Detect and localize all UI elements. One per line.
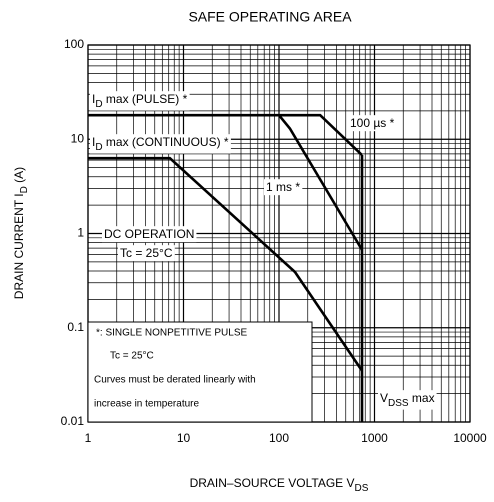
x-axis-label-sub: DS: [355, 483, 369, 494]
y-axis-label-main: DRAIN CURRENT I: [12, 193, 26, 299]
annotation: Tc = 25°C: [120, 246, 173, 260]
y-axis-label: DRAIN CURRENT ID (A): [12, 167, 29, 299]
y-tick-label: 0.1: [67, 320, 84, 334]
curve: [88, 156, 364, 372]
annotation-bg: [102, 226, 197, 243]
y-axis-label-rest: (A): [12, 167, 26, 186]
annotation: DC OPERATION: [104, 227, 194, 241]
annotation-sub: DSS: [388, 398, 409, 409]
annotation: ID max (CONTINUOUS) *: [92, 135, 229, 152]
note-text: *: SINGLE NONPETITIVE PULSE: [96, 328, 247, 339]
annotation: 100 µs *: [350, 116, 395, 130]
annotation-bg: [90, 134, 231, 154]
note-text: Curves must be derated linearly with: [94, 375, 256, 386]
annotation-main: I: [92, 92, 95, 106]
x-tick-label: 10: [177, 431, 191, 445]
annotation: 1 ms *: [266, 180, 300, 194]
y-tick-label: 100: [64, 37, 84, 51]
annotation-rest: max (PULSE) *: [103, 92, 188, 106]
annotation-sub: D: [95, 142, 102, 153]
x-tick-label: 1000: [361, 431, 388, 445]
note-text: Tc = 25°C: [110, 351, 154, 362]
annotation-main: V: [380, 391, 388, 405]
chart-title: SAFE OPERATING AREA: [188, 9, 352, 25]
annotation-main: 100 µs *: [350, 116, 395, 130]
annotation-bg: [378, 390, 437, 410]
annotation-main: 1 ms *: [266, 180, 300, 194]
annotation: VDSS max: [380, 391, 435, 408]
annotation-main: Tc = 25°C: [120, 246, 173, 260]
x-tick-label: 1: [85, 431, 92, 445]
annotation-bg: [118, 245, 175, 262]
annotation-main: DC OPERATION: [104, 227, 194, 241]
annotation: ID max (PULSE) *: [92, 92, 188, 109]
note-box: [87, 321, 313, 423]
curve: [88, 113, 363, 156]
annotation-bg: [264, 179, 303, 196]
y-axis-label-sub: D: [19, 186, 30, 193]
y-tick-label: 1: [77, 226, 84, 240]
annotation-rest: max (CONTINUOUS) *: [103, 135, 229, 149]
x-axis-label: DRAIN–SOURCE VOLTAGE VDS: [190, 476, 369, 493]
note-text: increase in temperature: [94, 399, 199, 410]
annotation-bg: [90, 91, 190, 111]
annotation-sub: D: [95, 99, 102, 110]
x-tick-label: 10000: [453, 431, 487, 445]
annotation-bg: [348, 115, 397, 132]
annotation-main: I: [92, 135, 95, 149]
y-tick-label: 0.01: [61, 414, 85, 428]
y-tick-label: 10: [71, 131, 85, 145]
annotation-rest: max: [409, 391, 435, 405]
curve: [277, 114, 364, 251]
x-axis-label-main: DRAIN–SOURCE VOLTAGE V: [190, 476, 355, 490]
x-tick-label: 100: [269, 431, 289, 445]
